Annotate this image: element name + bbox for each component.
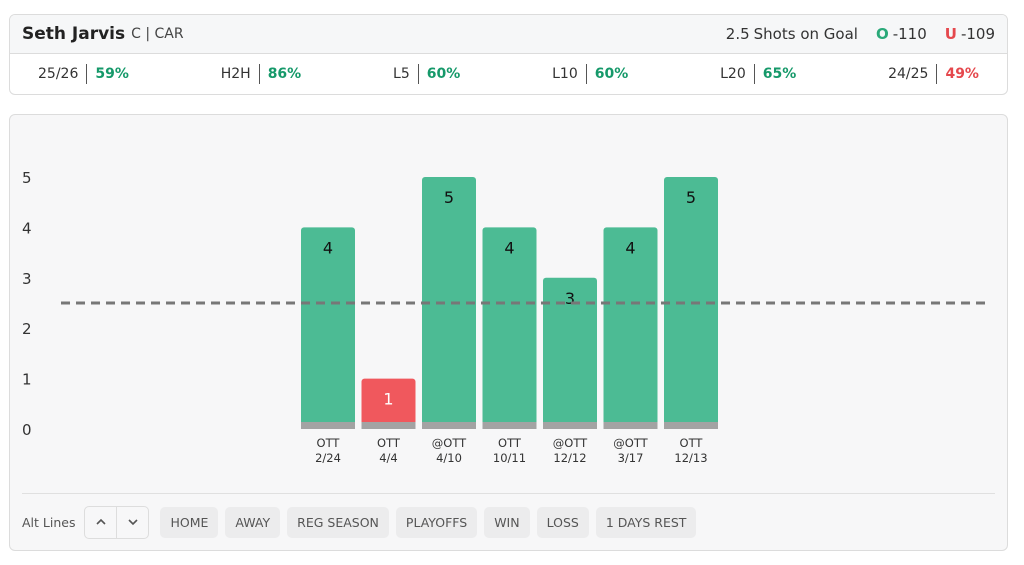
y-tick-label: 4 [22,219,32,237]
bar [543,277,597,429]
prop-line: 2.5 [725,25,750,43]
stat: H2H 86% [221,64,301,84]
stat-separator [86,64,88,84]
header-card: Seth Jarvis C | CAR 2.5 Shots on Goal O … [9,14,1008,95]
stat-value: 60% [426,66,461,82]
header-row: Seth Jarvis C | CAR 2.5 Shots on Goal O … [10,15,1007,54]
stat-separator [936,64,938,84]
value-label: 3 [565,289,575,308]
y-tick-label: 1 [22,371,32,389]
under-odds[interactable]: -109 [960,25,995,43]
down-button[interactable] [117,507,148,538]
over-label[interactable]: O [875,25,889,43]
stat: L5 60% [393,64,460,84]
x-tick-date: 12/12 [553,451,586,465]
x-tick-label: OTT [377,436,401,450]
stat-value: 60% [594,66,629,82]
bar-base [422,422,476,429]
bar-base [543,422,597,429]
value-label: 5 [444,188,454,207]
bar-base [361,422,416,429]
stat-separator [753,64,755,84]
stat-label: L5 [393,66,410,82]
alt-line-stepper [84,505,150,539]
y-tick-label: 3 [22,270,32,288]
value-label: 4 [504,238,514,257]
value-label: 5 [686,188,696,207]
x-tick-date: 12/13 [674,451,707,465]
bar-base [603,422,658,429]
stat: L20 65% [720,64,796,84]
x-tick-label: OTT [680,436,704,450]
x-tick-label: @OTT [553,436,588,450]
stat-label: H2H [220,66,251,82]
under-label[interactable]: U [944,25,957,43]
stat-label: L20 [720,66,746,82]
stat-label: 25/26 [38,66,79,82]
stat-value: 65% [762,66,797,82]
value-label: 1 [383,390,393,409]
value-label: 4 [625,238,635,257]
stat-label: 24/25 [888,66,929,82]
filter-button[interactable]: REG SEASON [287,506,389,538]
filter-button[interactable]: AWAY [225,506,281,538]
filter-button[interactable]: PLAYOFFS [395,506,478,538]
stat-separator [258,64,260,84]
bar-base [301,422,355,429]
alt-lines-label: Alt Lines [22,514,76,530]
player-name: Seth Jarvis [22,24,126,44]
x-tick-date: 2/24 [315,451,341,465]
x-tick-label: @OTT [432,436,467,450]
x-tick-date: 10/11 [493,451,526,465]
y-tick-label: 2 [22,320,32,338]
x-tick-date: 3/17 [618,451,644,465]
filter-button[interactable]: WIN [484,506,530,538]
stat-value: 86% [267,66,302,82]
stat-value: 49% [945,66,979,82]
chart: 0123454OTT2/241OTT4/45@OTT4/104OTT10/113… [22,169,991,465]
bar-base [664,422,718,429]
stat-value: 59% [95,66,129,82]
x-tick-label: @OTT [613,436,648,450]
x-tick-date: 4/10 [436,451,462,465]
filter-button[interactable]: 1 DAYS REST [595,506,697,538]
filter-button[interactable]: HOME [160,506,219,538]
y-tick-label: 5 [22,169,32,187]
stat-separator [585,64,587,84]
bar [482,227,537,429]
value-label: 4 [323,238,333,257]
prop: 2.5 Shots on Goal O -110 U -109 [726,25,995,43]
stat: L10 60% [552,64,628,84]
stat: 24/25 49% [888,64,979,84]
bar-base [482,422,537,429]
x-tick-label: OTT [498,436,522,450]
stat-label: L10 [552,66,578,82]
y-tick-label: 0 [22,421,32,439]
bar [361,378,416,429]
stats-row: 25/26 59% H2H 86% L5 60% L10 60% L20 65% 24/25 49% [10,54,1007,94]
stat: 25/26 59% [38,64,129,84]
over-odds[interactable]: -110 [892,25,927,43]
chart-card: 0 1 2 3 4 5 4 OTT 2/24 1 OTT 4/4 5 @OTT 4/10 4 OTT 10/11 3… [9,114,1008,551]
up-button[interactable] [85,506,118,538]
x-tick-date: 4/4 [379,451,398,465]
x-tick-label: OTT [317,436,341,450]
prop-stat: Shots on Goal [753,25,858,43]
toolbar: Alt Lines HOME AWAY REG SEASON PLAYOFFS WIN L… [22,493,995,550]
bar [603,227,658,429]
filter-button[interactable]: LOSS [536,506,589,538]
bar [301,227,355,429]
stat-separator [417,64,419,84]
player-position: C | CAR [131,26,184,42]
bar [422,177,476,429]
